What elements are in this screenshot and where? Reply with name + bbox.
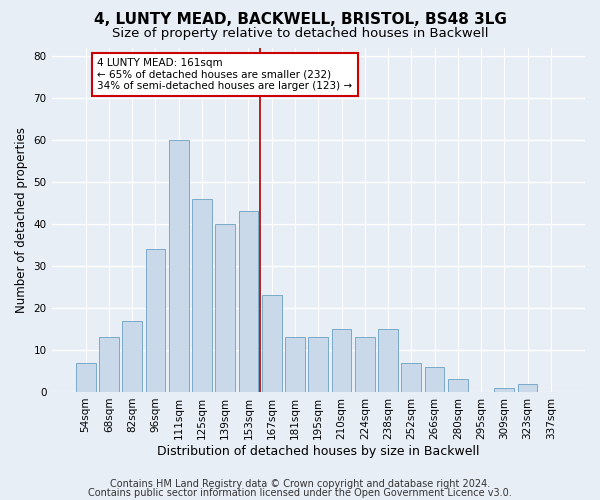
Text: Contains public sector information licensed under the Open Government Licence v3: Contains public sector information licen…	[88, 488, 512, 498]
X-axis label: Distribution of detached houses by size in Backwell: Distribution of detached houses by size …	[157, 444, 479, 458]
Text: Size of property relative to detached houses in Backwell: Size of property relative to detached ho…	[112, 28, 488, 40]
Bar	[425, 367, 445, 392]
Text: Contains HM Land Registry data © Crown copyright and database right 2024.: Contains HM Land Registry data © Crown c…	[110, 479, 490, 489]
Bar	[146, 249, 166, 392]
Bar	[169, 140, 188, 392]
Bar	[401, 362, 421, 392]
Bar	[262, 296, 281, 392]
Bar	[494, 388, 514, 392]
Bar	[378, 329, 398, 392]
Bar	[122, 320, 142, 392]
Text: 4, LUNTY MEAD, BACKWELL, BRISTOL, BS48 3LG: 4, LUNTY MEAD, BACKWELL, BRISTOL, BS48 3…	[94, 12, 506, 28]
Bar	[76, 362, 95, 392]
Bar	[192, 198, 212, 392]
Bar	[285, 338, 305, 392]
Bar	[448, 380, 468, 392]
Bar	[355, 338, 374, 392]
Bar	[239, 212, 259, 392]
Bar	[308, 338, 328, 392]
Bar	[518, 384, 538, 392]
Bar	[332, 329, 352, 392]
Bar	[215, 224, 235, 392]
Y-axis label: Number of detached properties: Number of detached properties	[15, 126, 28, 312]
Text: 4 LUNTY MEAD: 161sqm
← 65% of detached houses are smaller (232)
34% of semi-deta: 4 LUNTY MEAD: 161sqm ← 65% of detached h…	[97, 58, 352, 91]
Bar	[99, 338, 119, 392]
